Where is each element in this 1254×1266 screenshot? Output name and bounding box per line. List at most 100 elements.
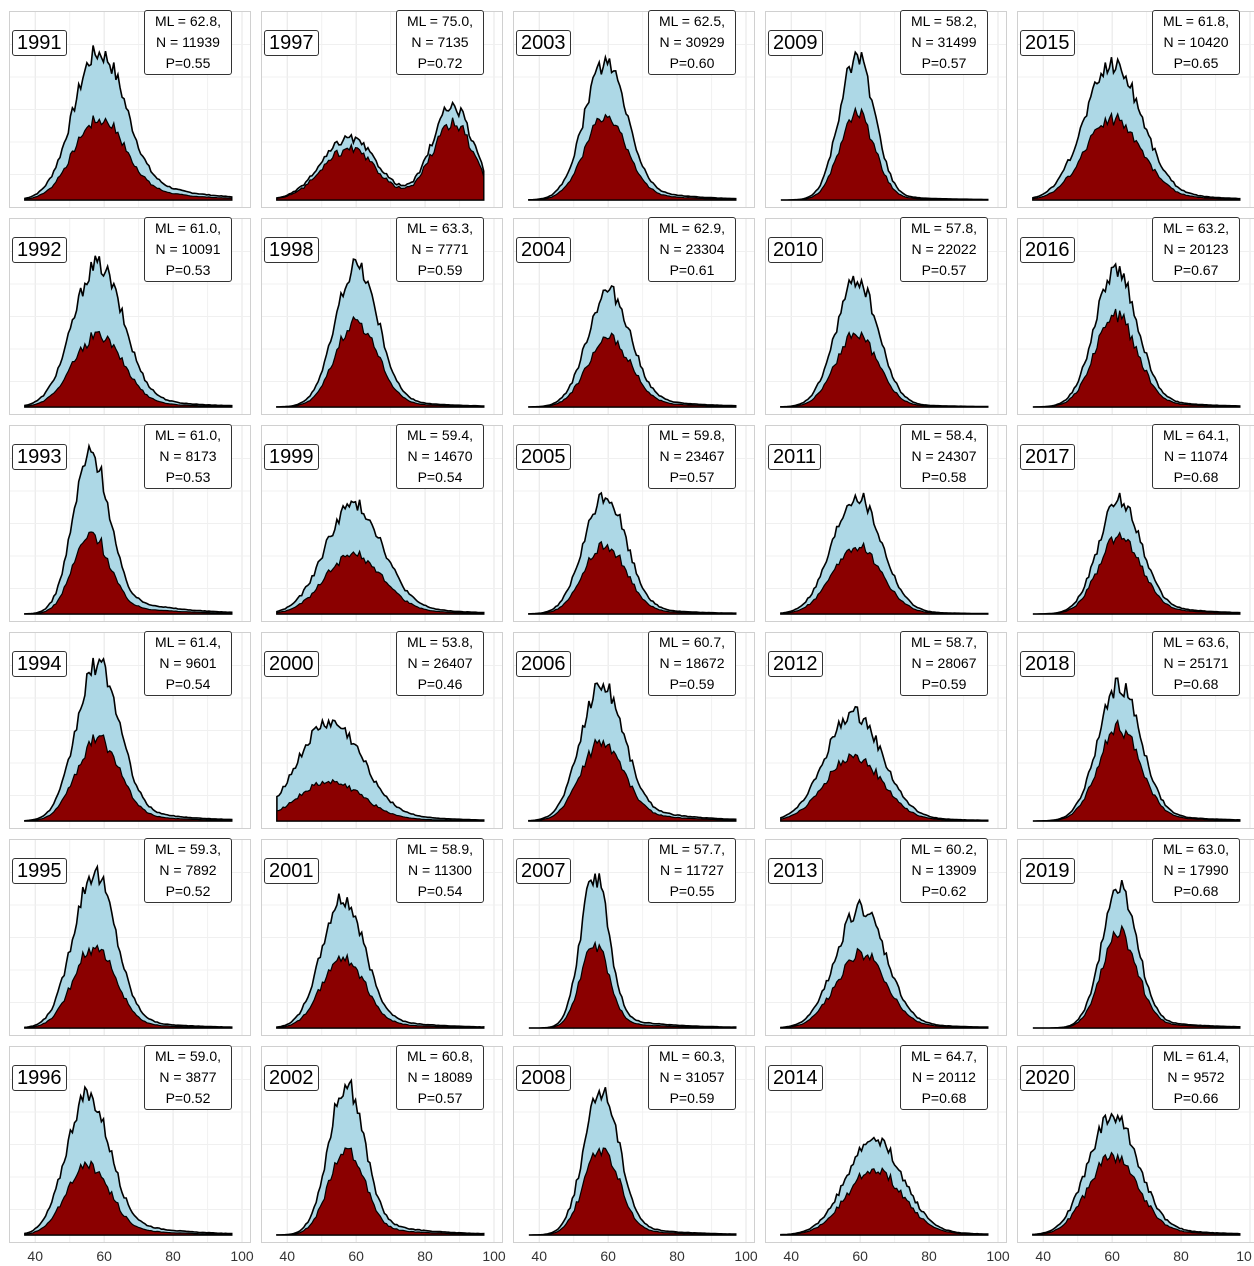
panel-year-label: 2015 [1020,30,1075,56]
stat-ml: ML = 62.5, [658,13,725,29]
panel-year-label: 2020 [1020,1065,1075,1091]
panel-2001: 2001 ML = 58.9, N = 11300 P=0.54 [261,838,503,1036]
stat-ml: ML = 61.4, [154,634,221,650]
series-subset-area [24,531,233,615]
series-subset-area [528,113,737,201]
panel-stats-box: ML = 62.8, N = 11939 P=0.55 [143,10,232,75]
stat-ml: ML = 64.1, [1162,427,1229,443]
panel-plot [1018,426,1254,621]
stat-n: N = 7135 [411,34,469,50]
panel-2002: 2002 ML = 60.8, N = 18089 P=0.57 [261,1045,503,1243]
panel-year-label: 2001 [264,858,319,884]
panel-plot [766,426,1006,621]
stat-ml: ML = 60.2, [910,841,977,857]
panel-stats-box: ML = 58.2, N = 31499 P=0.57 [899,10,988,75]
panel-year-label: 2002 [264,1065,319,1091]
panel-plot [10,840,250,1035]
panel-stats-box: ML = 59.0, N = 3877 P=0.52 [143,1045,232,1110]
panel-plot [1018,633,1254,828]
panel-stats-box: ML = 60.7, N = 18672 P=0.59 [647,631,736,696]
series-subset-area [24,944,233,1029]
panel-2007: 2007 ML = 57.7, N = 11727 P=0.55 [513,838,755,1036]
panel-plot [262,426,502,621]
stat-n: N = 17990 [1163,862,1229,878]
stat-n: N = 10091 [155,241,221,257]
stat-ml: ML = 59.0, [154,1048,221,1064]
panel-stats-box: ML = 61.8, N = 10420 P=0.65 [1151,10,1240,75]
panel-2013: 2013 ML = 60.2, N = 13909 P=0.62 [765,838,1007,1036]
stat-p: P=0.54 [417,469,463,485]
stat-n: N = 25171 [1163,655,1229,671]
x-tick-label: 100 [986,1248,1010,1264]
stat-n: N = 18089 [407,1069,473,1085]
series-subset-area [24,734,233,822]
panel-stats-box: ML = 58.4, N = 24307 P=0.58 [899,424,988,489]
panel-stats-box: ML = 59.8, N = 23467 P=0.57 [647,424,736,489]
panel-1996: 1996 ML = 59.0, N = 3877 P=0.52 [9,1045,251,1243]
series-subset-area [276,549,485,615]
panel-2011: 2011 ML = 58.4, N = 24307 P=0.58 [765,424,1007,622]
panel-year-label: 1992 [12,237,67,263]
panel-stats-box: ML = 57.8, N = 22022 P=0.57 [899,217,988,282]
panel-year-label: 2014 [768,1065,823,1091]
stat-p: P=0.53 [165,469,211,485]
panel-year-label: 2008 [516,1065,571,1091]
series-subset-area [528,940,737,1029]
panel-2000: 2000 ML = 53.8, N = 26407 P=0.46 [261,631,503,829]
panel-2010: 2010 ML = 57.8, N = 22022 P=0.57 [765,217,1007,415]
panel-2015: 2015 ML = 61.8, N = 10420 P=0.65 [1017,10,1254,208]
stat-ml: ML = 58.7, [910,634,977,650]
panel-stats-box: ML = 64.1, N = 11074 P=0.68 [1151,424,1240,489]
panel-year-label: 2019 [1020,858,1075,884]
stat-p: P=0.59 [417,262,463,278]
stat-p: P=0.57 [417,1090,463,1106]
stat-p: P=0.55 [669,883,715,899]
series-subset-area [780,541,989,615]
panel-year-label: 2004 [516,237,571,263]
panel-2008: 2008 ML = 60.3, N = 31057 P=0.59 [513,1045,755,1243]
series-subset-area [780,330,989,408]
stat-n: N = 3877 [159,1069,217,1085]
stat-p: P=0.68 [921,1090,967,1106]
series-subset-area [780,947,989,1029]
series-subset-area [1032,924,1241,1029]
panel-2019: 2019 ML = 63.0, N = 17990 P=0.68 [1017,838,1254,1036]
panel-plot [262,12,502,207]
x-tick-label: 60 [96,1248,112,1264]
stat-ml: ML = 57.7, [658,841,725,857]
x-tick-label: 40 [531,1248,548,1264]
panel-year-label: 1995 [12,858,67,884]
panel-year-label: 2006 [516,651,571,677]
stat-n: N = 9572 [1167,1069,1225,1085]
x-tick-label: 100 [734,1248,758,1264]
stat-n: N = 11939 [156,34,220,50]
stat-p: P=0.68 [1173,469,1219,485]
panel-stats-box: ML = 75.0, N = 7135 P=0.72 [395,10,484,75]
x-tick-label: 100 [230,1248,254,1264]
stat-p: P=0.59 [669,1090,715,1106]
panel-plot [262,840,502,1035]
stat-p: P=0.61 [669,262,715,278]
panel-year-label: 2011 [768,444,822,470]
series-subset-area [1032,1151,1241,1236]
x-tick-label: 80 [165,1248,181,1264]
panel-year-label: 2013 [768,858,823,884]
x-tick-label: 60 [852,1248,868,1264]
panel-stats-box: ML = 61.4, N = 9572 P=0.66 [1151,1045,1240,1110]
panel-year-label: 2007 [516,858,571,884]
panel-stats-box: ML = 58.9, N = 11300 P=0.54 [395,838,484,903]
stat-ml: ML = 61.0, [154,220,221,236]
stat-ml: ML = 58.9, [406,841,473,857]
series-subset-area [276,1147,485,1236]
stat-n: N = 9601 [159,655,217,671]
panel-2005: 2005 ML = 59.8, N = 23467 P=0.57 [513,424,755,622]
panel-year-label: 2010 [768,237,823,263]
series-subset-area [1032,718,1241,822]
panel-plot [262,633,502,828]
panel-stats-box: ML = 58.7, N = 28067 P=0.59 [899,631,988,696]
stat-p: P=0.57 [921,55,967,71]
panel-1999: 1999 ML = 59.4, N = 14670 P=0.54 [261,424,503,622]
stat-p: P=0.67 [1173,262,1219,278]
panel-stats-box: ML = 57.7, N = 11727 P=0.55 [647,838,736,903]
